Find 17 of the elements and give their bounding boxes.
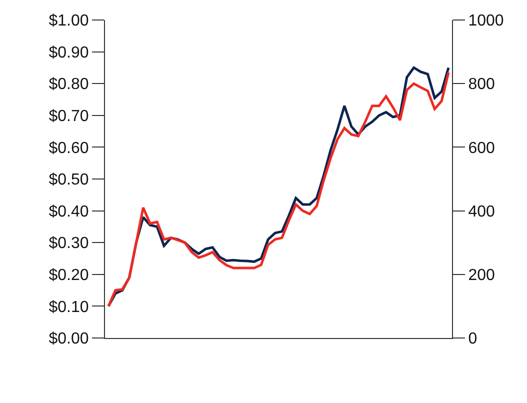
y2-tick-label: 800 [468,76,495,94]
y-tick-label: $0.40 [48,203,89,220]
y-tick-label: $0.30 [48,235,89,252]
y-tick-label: $0.20 [48,267,89,284]
y-tick-label: $0.90 [48,44,89,62]
y2-tick-label: 0 [468,330,478,348]
y-tick-label: $0.70 [48,108,89,125]
y2-tick-label: 200 [468,267,495,284]
y-tick-label: $0.80 [48,76,89,94]
y2-tick-label: 600 [468,140,495,157]
y-tick-label: $0.10 [48,298,89,316]
y-tick-label: $0.00 [48,330,89,348]
y-tick-label: $1.00 [48,12,89,30]
y-tick-label: $0.60 [48,140,89,157]
y-tick-label: $0.50 [48,172,89,189]
y2-tick-label: 400 [468,203,495,220]
y2-tick-label: 1000 [468,12,504,30]
